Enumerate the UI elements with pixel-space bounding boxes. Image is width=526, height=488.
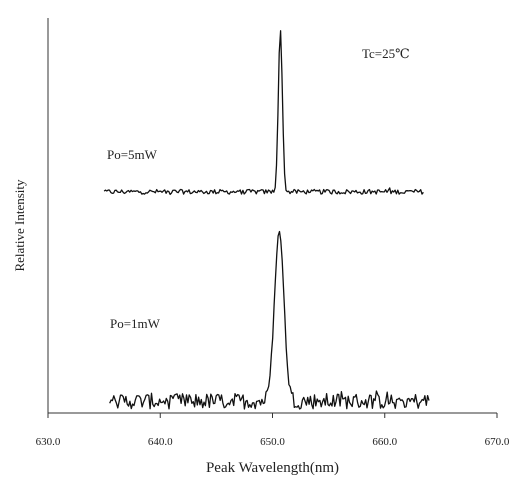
- traces: [103, 30, 430, 410]
- series-line-1mw: [109, 230, 430, 410]
- x-tick-label: 660.0: [372, 436, 397, 448]
- series-line-5mw: [103, 30, 424, 196]
- temperature-annotation: Tc=25℃: [362, 46, 410, 61]
- x-axis-label: Peak Wavelength(nm): [206, 460, 339, 476]
- x-tick-label: 650.0: [260, 436, 285, 448]
- x-ticks: 630.0 640.0 650.0 660.0 670.0: [36, 413, 510, 448]
- lower-trace-label: Po=1mW: [110, 316, 161, 331]
- x-tick-label: 640.0: [148, 436, 173, 448]
- x-tick-label: 630.0: [36, 436, 61, 448]
- x-tick-label: 670.0: [485, 436, 510, 448]
- upper-trace-label: Po=5mW: [107, 147, 158, 162]
- y-axis-label: Relative Intensity: [12, 179, 27, 272]
- axes: [47, 18, 497, 414]
